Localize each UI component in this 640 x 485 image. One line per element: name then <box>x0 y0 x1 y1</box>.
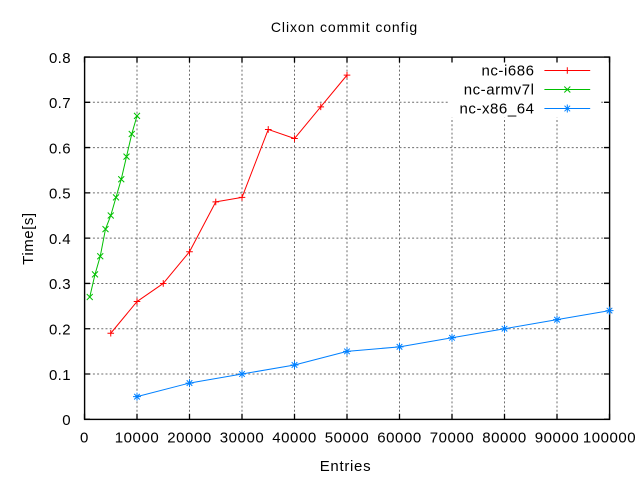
svg-text:nc-i686: nc-i686 <box>481 62 534 79</box>
svg-text:Clixon commit config: Clixon commit config <box>271 19 418 35</box>
svg-text:90000: 90000 <box>535 430 579 447</box>
svg-text:100000: 100000 <box>583 430 636 447</box>
svg-text:50000: 50000 <box>325 430 369 447</box>
svg-text:nc-armv7l: nc-armv7l <box>464 81 535 98</box>
svg-text:40000: 40000 <box>272 430 316 447</box>
svg-text:60000: 60000 <box>377 430 421 447</box>
svg-text:0.3: 0.3 <box>49 276 71 293</box>
svg-text:0.8: 0.8 <box>49 50 71 67</box>
svg-text:0.5: 0.5 <box>49 186 71 203</box>
svg-text:0.4: 0.4 <box>49 231 71 248</box>
svg-text:0.6: 0.6 <box>49 140 71 157</box>
svg-text:0: 0 <box>62 412 71 429</box>
svg-text:10000: 10000 <box>115 430 159 447</box>
svg-text:0: 0 <box>80 430 89 447</box>
svg-text:nc-x86_64: nc-x86_64 <box>460 100 535 117</box>
svg-text:80000: 80000 <box>482 430 526 447</box>
svg-text:30000: 30000 <box>220 430 264 447</box>
svg-text:0.7: 0.7 <box>49 95 71 112</box>
svg-text:0.2: 0.2 <box>49 322 71 339</box>
svg-text:0.1: 0.1 <box>49 367 71 384</box>
svg-text:20000: 20000 <box>167 430 211 447</box>
svg-text:Time[s]: Time[s] <box>20 212 37 264</box>
svg-text:Entries: Entries <box>320 458 372 475</box>
svg-text:70000: 70000 <box>430 430 474 447</box>
